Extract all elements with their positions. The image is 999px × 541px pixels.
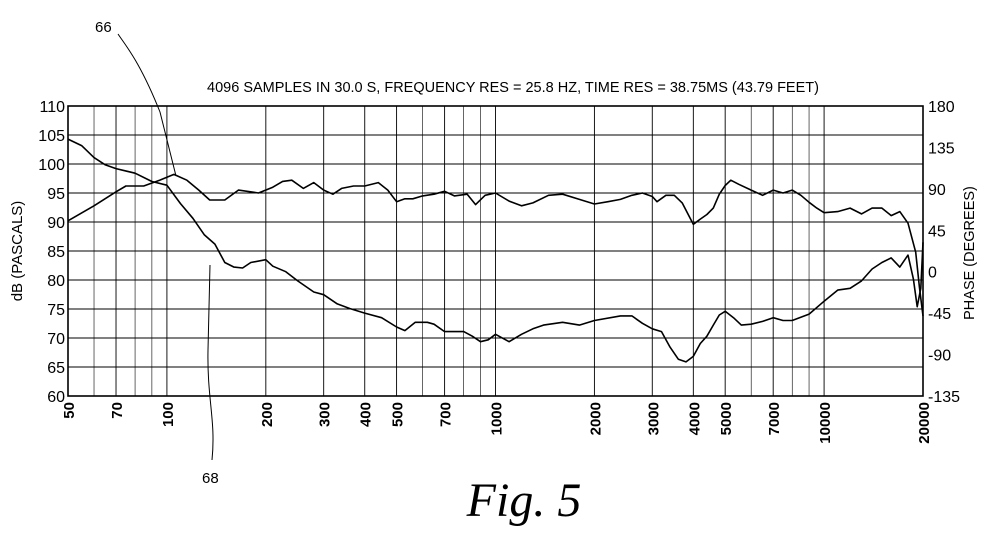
- y-tick-label: 65: [47, 360, 65, 377]
- series-line-1: [67, 173, 924, 317]
- x-tick-label: 200: [259, 402, 276, 427]
- y-tick-label: 90: [47, 215, 65, 232]
- x-tick-label: 10000: [817, 402, 834, 444]
- chart-title: 4096 SAMPLES IN 30.0 S, FREQUENCY RES = …: [207, 80, 819, 96]
- x-tick-label: 7000: [766, 402, 783, 435]
- plot-frame: [67, 105, 924, 397]
- y2-tick-label: 180: [928, 99, 955, 116]
- callout-label-66: 66: [95, 19, 112, 36]
- y-tick-label: 70: [47, 331, 65, 348]
- y-tick-label: 75: [47, 302, 65, 319]
- x-tick-label: 4000: [686, 402, 703, 435]
- y2-tick-label: -135: [928, 389, 960, 406]
- y2-axis-label: PHASE (DEGREES): [962, 186, 978, 320]
- y2-tick-label: -90: [928, 348, 951, 365]
- x-tick-label: 5000: [718, 402, 735, 435]
- x-tick-label: 3000: [645, 402, 662, 435]
- y2-tick-label: 0: [928, 265, 937, 282]
- y-tick-label: 105: [38, 128, 65, 145]
- x-tick-label: 50: [61, 402, 78, 419]
- y-axis-ticks: 60 65 70 75 80 85 90 95 100 105 110: [38, 99, 65, 406]
- x-tick-label: 400: [358, 402, 375, 427]
- y-tick-label: 100: [38, 157, 65, 174]
- y-tick-label: 95: [47, 186, 65, 203]
- x-tick-label: 500: [390, 402, 407, 427]
- x-tick-label: 100: [160, 402, 177, 427]
- annotations: 66 68: [95, 19, 219, 487]
- y2-tick-label: 90: [928, 182, 946, 199]
- y2-tick-label: 135: [928, 140, 955, 157]
- callout-line-66: [117, 33, 177, 177]
- y-axis-label: dB (PASCALS): [9, 201, 26, 302]
- x-axis-ticks: 50 70 100 200 300 400 500 700 1000 2000 3000 4000 50…: [61, 402, 933, 444]
- y-tick-label: 110: [39, 99, 65, 116]
- x-tick-label: 70: [109, 402, 126, 419]
- y2-axis-ticks: -135 -90 -45 0 45 90 135 180: [928, 99, 960, 406]
- callout-label-68: 68: [202, 470, 219, 487]
- x-tick-label: 20000: [916, 402, 933, 444]
- series-group: [67, 138, 924, 363]
- y-tick-label: 85: [47, 244, 65, 261]
- figure-caption: Fig. 5: [466, 474, 582, 527]
- grid: [68, 106, 923, 396]
- x-tick-label: 700: [438, 402, 455, 427]
- y2-tick-label: -45: [928, 306, 951, 323]
- y2-tick-label: 45: [928, 223, 946, 240]
- x-tick-label: 1000: [489, 402, 506, 435]
- series-line-2: [67, 138, 924, 363]
- x-tick-label: 2000: [587, 402, 604, 435]
- x-tick-label: 300: [317, 402, 334, 427]
- y-tick-label: 60: [47, 389, 65, 406]
- callout-line-68: [207, 264, 214, 461]
- y-tick-label: 80: [47, 273, 65, 290]
